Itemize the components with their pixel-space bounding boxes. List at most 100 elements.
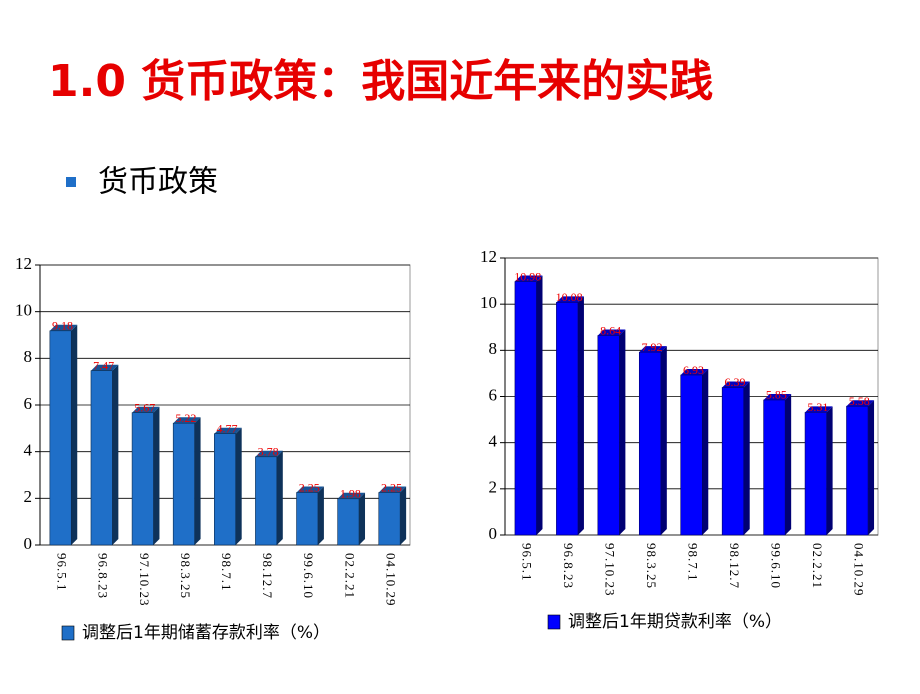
- value-label: 8.64: [600, 323, 621, 337]
- bar-side: [194, 417, 201, 545]
- bar: [804, 412, 827, 536]
- bar-side: [619, 329, 626, 535]
- y-tick-label: 6: [24, 394, 33, 413]
- slide-title: 1.0 货币政策：我国近年来的实践: [48, 56, 713, 107]
- x-tick-label: 97.10.23: [137, 553, 152, 607]
- y-tick-label: 10: [480, 293, 497, 312]
- bar-top: [514, 275, 543, 282]
- value-label: 10.98: [514, 269, 541, 283]
- bar: [680, 374, 703, 536]
- x-tick-label: 98.7.1: [686, 543, 701, 582]
- bar-side: [785, 393, 792, 535]
- bar: [49, 330, 72, 546]
- x-tick-label: 98.12.7: [260, 553, 275, 599]
- value-label: 10.08: [556, 290, 583, 304]
- x-tick-label: 04.10.29: [383, 553, 398, 607]
- x-tick-label: 99.6.10: [768, 543, 783, 589]
- bar-side: [826, 406, 833, 535]
- value-label: 6.39: [724, 375, 745, 389]
- bar-side: [536, 275, 543, 535]
- bar: [514, 281, 537, 536]
- value-label: 5.22: [175, 411, 196, 425]
- y-tick-label: 6: [489, 385, 498, 404]
- value-label: 6.93: [683, 363, 704, 377]
- y-tick-label: 2: [24, 487, 33, 506]
- bar-side: [317, 486, 324, 545]
- value-label: 3.78: [258, 445, 279, 459]
- bar: [255, 456, 278, 546]
- bar-top: [132, 406, 160, 413]
- x-tick-label: 96.5.1: [55, 553, 70, 592]
- bar: [556, 302, 579, 536]
- bar-side: [276, 450, 283, 545]
- bar-top: [556, 296, 584, 303]
- x-tick-label: 98.3.25: [644, 543, 659, 589]
- y-tick-label: 8: [24, 347, 33, 366]
- y-tick-label: 2: [489, 478, 498, 497]
- bar-side: [71, 324, 78, 545]
- value-label: 1.98: [340, 487, 361, 501]
- bar: [763, 399, 786, 536]
- bar-side: [153, 406, 160, 545]
- bar-side: [359, 492, 366, 545]
- x-tick-label: 99.6.10: [301, 553, 316, 599]
- value-label: 5.85: [766, 388, 787, 402]
- bar: [131, 412, 154, 546]
- x-tick-label: 98.7.1: [219, 553, 234, 592]
- bar-top: [846, 400, 875, 407]
- bullet-marker: [66, 177, 76, 187]
- bar-side: [400, 486, 407, 545]
- x-tick-label: 96.8.23: [561, 543, 576, 589]
- y-tick-label: 0: [24, 534, 33, 553]
- x-tick-label: 98.3.25: [178, 553, 193, 599]
- bar-top: [49, 324, 78, 331]
- value-label: 5.31: [807, 400, 828, 414]
- y-tick-label: 12: [15, 254, 32, 273]
- value-label: 4.77: [217, 421, 238, 435]
- bar-top: [337, 492, 366, 499]
- bar-side: [235, 427, 242, 545]
- y-tick-label: 0: [489, 524, 498, 543]
- value-label: 9.18: [52, 319, 73, 333]
- bar: [846, 405, 869, 536]
- bar-side: [743, 381, 750, 535]
- bar: [638, 351, 662, 536]
- bar-top: [639, 346, 667, 353]
- bar-side: [702, 369, 709, 535]
- x-tick-label: 96.8.23: [96, 553, 111, 599]
- bar-top: [90, 364, 119, 371]
- y-tick-label: 4: [24, 441, 33, 460]
- y-tick-label: 10: [15, 301, 32, 320]
- bar: [721, 387, 745, 536]
- x-tick-label: 02.2.21: [342, 553, 357, 599]
- value-label: 5.67: [134, 400, 155, 414]
- bar: [296, 492, 319, 546]
- value-label: 7.92: [642, 340, 663, 354]
- x-tick-label: 98.12.7: [727, 543, 742, 589]
- x-tick-label: 96.5.1: [520, 543, 535, 582]
- bar-top: [805, 406, 833, 413]
- bar-top: [763, 393, 792, 400]
- legend-swatch: [61, 625, 75, 641]
- bar-top: [597, 329, 626, 336]
- bar: [214, 433, 236, 546]
- bar-top: [722, 381, 750, 388]
- bar: [378, 492, 401, 546]
- bar: [90, 370, 113, 546]
- value-label: 2.25: [381, 480, 402, 494]
- value-label: 2.25: [299, 480, 320, 494]
- bar-side: [868, 400, 875, 535]
- bar-side: [577, 296, 584, 535]
- legend-label: 调整后1年期贷款利率（%）: [568, 612, 782, 632]
- bar-side: [112, 364, 119, 545]
- bar-side: [660, 346, 667, 535]
- x-tick-label: 97.10.23: [603, 543, 618, 597]
- x-tick-label: 04.10.29: [851, 543, 866, 597]
- bar-top: [378, 486, 407, 493]
- bar-top: [680, 369, 709, 376]
- bar: [597, 335, 620, 536]
- y-tick-label: 8: [489, 339, 498, 358]
- y-tick-label: 4: [489, 432, 498, 451]
